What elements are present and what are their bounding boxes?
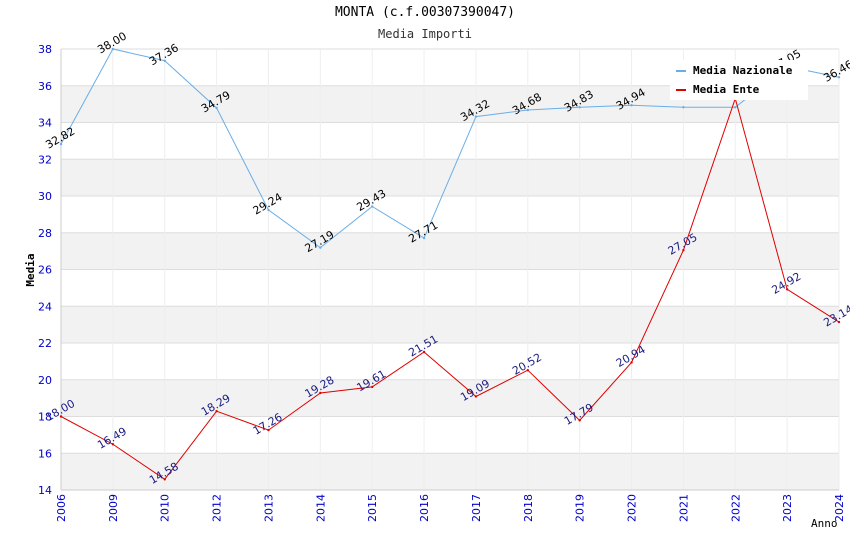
x-tick-label: 2014 <box>314 494 327 522</box>
y-tick-label: 26 <box>38 264 52 277</box>
data-label: 20.94 <box>614 343 648 370</box>
x-tick-label: 2019 <box>574 494 587 522</box>
x-tick-label: 2020 <box>626 494 639 522</box>
x-tick-label: 2012 <box>211 494 224 522</box>
x-tick-label: 2021 <box>677 494 690 522</box>
y-tick-label: 34 <box>38 117 52 130</box>
grid-band <box>61 232 839 270</box>
data-point <box>734 106 737 109</box>
data-point <box>319 391 322 395</box>
y-tick-label: 36 <box>38 80 52 93</box>
x-tick-label: 2022 <box>729 494 742 522</box>
x-tick-label: 2024 <box>833 494 846 522</box>
data-point <box>422 236 426 240</box>
data-point <box>578 106 581 109</box>
y-tick-label: 32 <box>38 153 52 166</box>
y-tick-label: 14 <box>38 484 52 497</box>
grid-band <box>61 379 839 417</box>
data-point <box>474 395 478 398</box>
data-point <box>111 443 115 446</box>
data-point <box>59 415 63 418</box>
y-axis-title: Media <box>24 253 37 286</box>
x-tick-label: 2018 <box>522 494 535 522</box>
x-tick-label: 2016 <box>418 494 431 522</box>
data-point <box>837 76 841 79</box>
x-axis-title: Anno <box>811 517 838 530</box>
x-tick-label: 2013 <box>262 494 275 522</box>
data-point <box>163 59 166 62</box>
x-tick-label: 2010 <box>159 494 172 522</box>
legend-label-national: Media Nazionale <box>693 64 793 77</box>
data-label: 37.36 <box>147 41 181 68</box>
data-point <box>371 205 374 208</box>
data-label: 20.52 <box>510 351 544 378</box>
data-point <box>319 246 322 249</box>
data-point <box>371 385 374 389</box>
data-point <box>422 350 426 354</box>
series-line-ente <box>60 96 840 481</box>
y-tick-label: 20 <box>38 374 52 387</box>
data-point <box>474 115 478 118</box>
legend-label-ente: Media Ente <box>693 83 760 96</box>
data-point <box>630 104 633 107</box>
y-tick-label: 24 <box>38 300 52 313</box>
data-point <box>630 361 633 364</box>
data-point <box>215 409 218 413</box>
chart-title: MONTA (c.f.00307390047) <box>334 5 515 20</box>
data-point <box>59 142 63 146</box>
y-tick-label: 38 <box>38 43 52 56</box>
y-tick-label: 18 <box>38 411 52 424</box>
data-point <box>785 288 789 291</box>
data-point <box>267 208 270 212</box>
y-tick-label: 30 <box>38 190 52 203</box>
series-line-national <box>60 48 840 249</box>
y-tick-label: 16 <box>38 447 52 460</box>
grid-band <box>61 453 839 490</box>
x-tick-label: 2009 <box>107 494 120 522</box>
grid-band <box>61 306 839 343</box>
x-tick-label: 2006 <box>55 494 68 522</box>
y-tick-label: 28 <box>38 227 52 240</box>
chart-subtitle: Media Importi <box>378 27 472 41</box>
data-point <box>682 249 685 252</box>
data-point <box>526 108 529 112</box>
data-label: 16.49 <box>95 425 129 452</box>
data-point <box>837 320 841 324</box>
data-point <box>111 47 115 51</box>
data-label: 18.00 <box>43 397 77 424</box>
legend-item-national: Media Nazionale <box>676 64 792 80</box>
data-point <box>215 106 218 110</box>
chart-legend: Media Nazionale Media Ente <box>670 60 808 100</box>
legend-item-ente: Media Ente <box>676 83 759 99</box>
data-label: 24.92 <box>769 270 803 297</box>
y-tick-label: 22 <box>38 337 52 350</box>
data-point <box>682 106 685 109</box>
data-label: 38.00 <box>95 29 129 56</box>
x-tick-label: 2015 <box>366 494 379 522</box>
data-point <box>163 478 166 481</box>
data-label: 36.46 <box>821 58 850 85</box>
data-point <box>526 368 529 372</box>
x-tick-label: 2017 <box>470 494 483 522</box>
legend-swatch-national <box>676 70 686 72</box>
data-point <box>267 428 270 432</box>
x-tick-label: 2023 <box>781 494 794 522</box>
data-point <box>578 419 581 422</box>
legend-swatch-ente <box>676 89 686 91</box>
